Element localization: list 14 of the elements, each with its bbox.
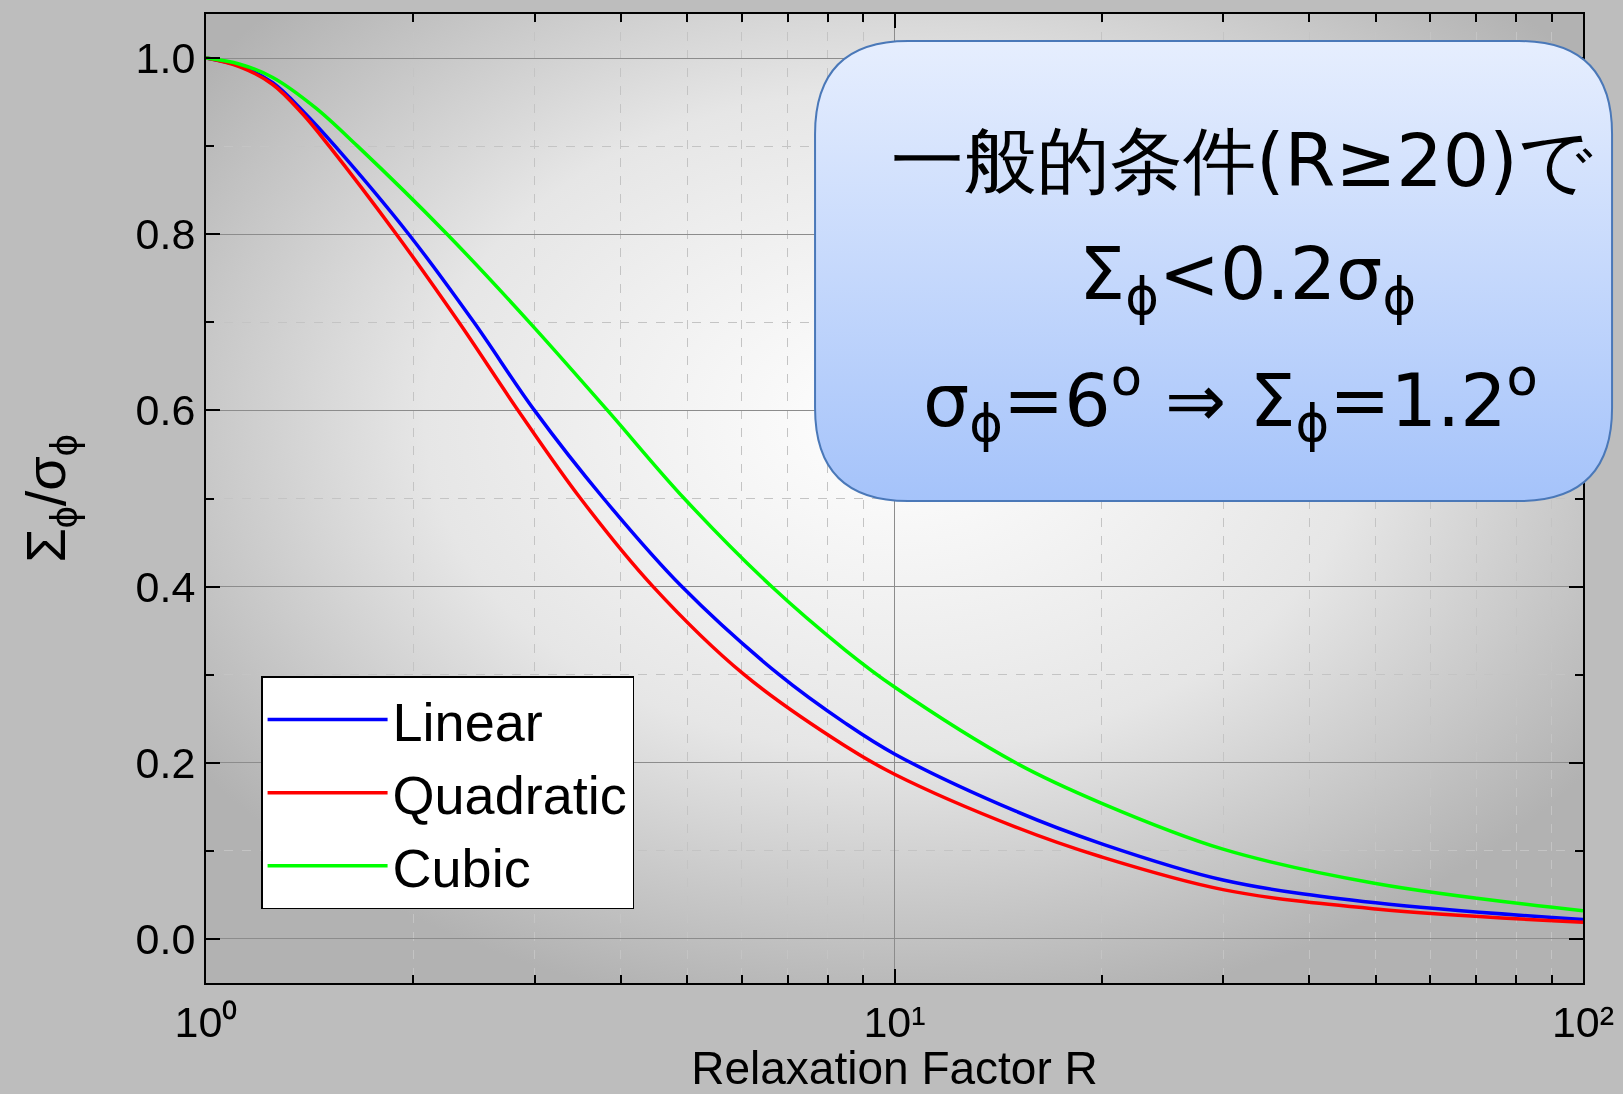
annotation: 一般的条件(R≥20)で [891, 118, 1593, 203]
legend-label: Cubic [392, 837, 531, 898]
y-tick-label: 0.8 [135, 210, 196, 259]
y-tick-label: 1.0 [135, 34, 196, 83]
legend-label: Linear [392, 691, 543, 752]
y-tick-label: 0.4 [135, 562, 196, 611]
y-tick-label: 0.0 [135, 915, 196, 963]
annotation: Σ$_{ϕ}$<0.2σ$_{ϕ}$ [1079, 231, 1417, 327]
y-tick-label: 0.2 [135, 738, 196, 787]
x-tick-label: 10² [1551, 997, 1615, 1046]
y-tick-label: 0.6 [135, 386, 196, 435]
annotation: σ$_{ϕ}$=6$^{o}$ ⇒ Σ$_{ϕ}$=1.2$^{o}$ [923, 348, 1538, 453]
x-tick-label: 10⁰ [174, 997, 238, 1046]
legend-label: Quadratic [392, 764, 627, 825]
